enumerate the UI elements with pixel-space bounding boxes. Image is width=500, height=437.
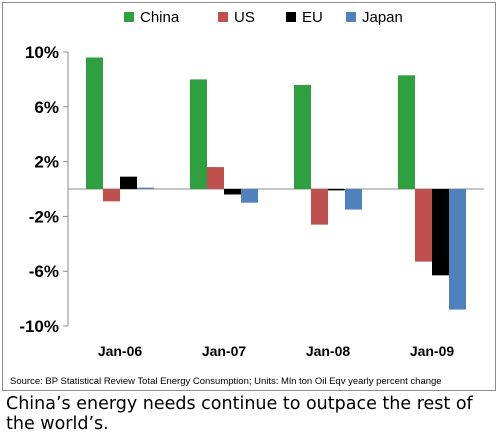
bar-japan-jan-09	[449, 189, 466, 310]
bar-china-jan-07	[190, 79, 207, 189]
bar-us-jan-08	[311, 189, 328, 225]
bar-eu-jan-06	[120, 176, 137, 189]
legend-swatch-china	[124, 12, 134, 22]
bar-japan-jan-07	[241, 189, 258, 203]
y-tick-label: 10%	[25, 43, 59, 62]
bar-eu-jan-08	[328, 189, 345, 191]
bar-japan-jan-08	[345, 189, 362, 210]
x-tick-label: Jan-09	[410, 343, 455, 359]
bar-china-jan-08	[294, 84, 311, 189]
bar-japan-jan-06	[137, 187, 154, 189]
bar-us-jan-09	[415, 189, 432, 262]
bar-us-jan-06	[103, 189, 120, 202]
chart: China US EU Japan 10% 6% 2% -2% -6% -10% Jan-06 Jan…	[19, 9, 484, 359]
legend-label-us: US	[234, 9, 255, 26]
bar-eu-jan-07	[224, 189, 241, 195]
bar-china-jan-09	[398, 75, 415, 189]
legend-swatch-us	[218, 12, 228, 22]
bar-china-jan-06	[86, 57, 103, 190]
x-tick-label: Jan-06	[98, 343, 143, 359]
legend-label-china: China	[140, 9, 180, 26]
bar-us-jan-07	[207, 167, 224, 189]
y-tick-label: -6%	[29, 262, 59, 281]
y-tick-label: 2%	[34, 153, 59, 172]
y-tick-label: 6%	[34, 98, 59, 117]
legend-label-eu: EU	[302, 9, 323, 26]
x-tick-label: Jan-07	[202, 343, 247, 359]
y-tick-label: -10%	[19, 317, 59, 336]
legend-swatch-japan	[346, 12, 356, 22]
legend-label-japan: Japan	[362, 9, 403, 26]
bar-eu-jan-09	[432, 189, 449, 276]
legend-swatch-eu	[286, 12, 296, 22]
y-tick-label: -2%	[29, 207, 59, 226]
x-tick-label: Jan-08	[306, 343, 351, 359]
source-note: Source: BP Statistical Review Total Ener…	[10, 376, 442, 387]
caption: China’s energy needs continue to outpace…	[6, 394, 473, 434]
